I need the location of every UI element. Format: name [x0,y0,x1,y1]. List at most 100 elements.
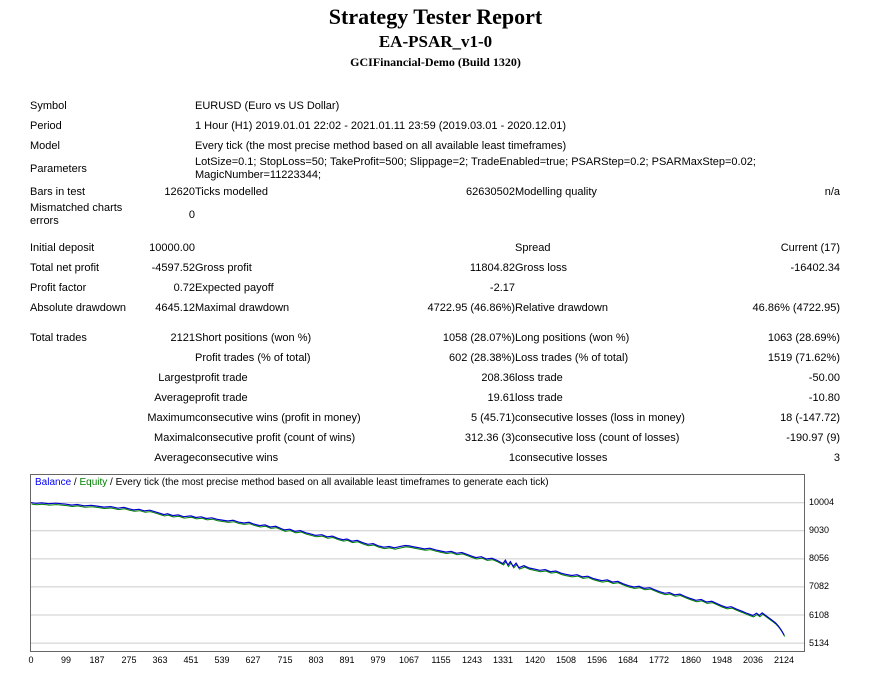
report-label: Initial deposit [30,241,95,254]
report-header: Strategy Tester Report EA-PSAR_v1-0 GCIF… [0,0,871,70]
x-axis-label: 1067 [398,655,420,665]
y-axis-label: 5134 [809,638,830,648]
x-axis-label: 275 [121,655,137,665]
report-value: -190.97 (9) [786,431,840,444]
report-row: Initial deposit 10000.00 Spread Current (17… [30,238,840,258]
x-axis-label: 1420 [524,655,546,665]
x-axis-label: 0 [28,655,34,665]
server-build: GCIFinancial-Demo (Build 1320) [350,55,521,69]
report-row: Average profit trade 19.61 loss trade -10.80 [30,388,840,408]
x-axis-label: 1948 [711,655,733,665]
report-label: Total trades [30,331,87,344]
report-sublabel [140,348,195,368]
report-value: -16402.34 [790,261,840,274]
report-label: Parameters [30,162,87,175]
chart-plot-svg [31,502,804,644]
report-label [195,238,425,258]
report-sublabel: 2121 [170,331,195,344]
report-label [515,202,695,228]
report-label: Gross profit [195,261,252,274]
report-label: Symbol [30,99,67,112]
x-axis-label: 1243 [461,655,483,665]
report-label: Loss trades (% of total) [515,351,629,364]
report-row: Total trades 2121 Short positions (won %) 1… [30,328,840,348]
report-value [695,202,840,228]
ea-name: EA-PSAR_v1-0 [378,32,493,51]
report-value: 1 [508,451,515,464]
report-value [425,238,515,258]
report-sublabel: 4645.12 [155,301,195,314]
report-value: Current (17) [780,241,840,254]
report-row: Parameters LotSize=0.1; StopLoss=50; Take… [30,156,840,182]
report-label: Long positions (won %) [515,331,630,344]
report-label: loss trade [515,391,563,404]
chart-legend: Balance / Equity / Every tick (the most … [35,477,549,488]
report-label: consecutive wins [195,451,279,464]
report-value [695,278,840,298]
balance-chart: Balance / Equity / Every tick (the most … [30,474,805,652]
x-axis-label: 451 [183,655,199,665]
report-value: 1063 (28.69%) [767,331,840,344]
report-row: Absolute drawdown 4645.12 Maximal drawdown… [30,298,840,318]
spacer-row [30,318,840,328]
report-label: consecutive wins (profit in money) [195,411,361,424]
x-axis-label: 1772 [648,655,670,665]
x-axis-label: 1508 [555,655,577,665]
legend-separator-1: / [71,477,80,488]
report-label [30,428,140,448]
report-row: Average consecutive wins 1 consecutive loss… [30,448,840,468]
report-label: Period [30,119,62,132]
x-axis-label: 1331 [492,655,514,665]
report-value: 46.86% (4722.95) [752,301,840,314]
report-label: Ticks modelled [195,185,268,198]
report-value: 1 Hour (H1) 2019.01.01 22:02 - 2021.01.1… [195,119,567,132]
report-table-body: Symbol EURUSD (Euro vs US Dollar) Period 1 … [30,96,840,468]
report-row: Bars in test 12620 Ticks modelled 62630502 M… [30,182,840,202]
page-title: Strategy Tester Report [328,4,543,29]
report-sublabel: Maximum [147,411,195,424]
report-value: 1058 (28.07%) [442,331,515,344]
report-label [30,348,140,368]
report-label: consecutive losses [515,451,608,464]
report-label: Model [30,139,60,152]
x-axis-label: 1684 [617,655,639,665]
report-label: consecutive losses (loss in money) [515,411,685,424]
x-axis-label: 539 [214,655,230,665]
report-value: -2.17 [489,281,515,294]
report-sublabel: 12620 [164,185,195,198]
y-axis-label: 7082 [809,581,830,591]
report-label: consecutive profit (count of wins) [195,431,356,444]
report-row: Maximal consecutive profit (count of wins… [30,428,840,448]
x-axis-label: 2124 [773,655,795,665]
x-axis-label: 891 [339,655,355,665]
spacer-row [30,228,840,238]
report-label: Absolute drawdown [30,301,127,314]
report-value: 4722.95 (46.86%) [427,301,515,314]
report-value: 312.36 (3) [464,431,515,444]
report-value: 18 (-147.72) [780,411,840,424]
report-label: Profit factor [30,281,87,294]
report-value: EURUSD (Euro vs US Dollar) [195,99,340,112]
legend-equity-label: Equity [79,477,108,488]
report-label: consecutive loss (count of losses) [515,431,680,444]
report-row: Model Every tick (the most precise method… [30,136,840,156]
report-value: 5 (45.71) [470,411,515,424]
report-row: Mismatched charts errors 0 [30,202,840,228]
x-axis-label: 627 [245,655,261,665]
report-label: Relative drawdown [515,301,608,314]
x-axis-label: 2036 [742,655,764,665]
legend-description: Every tick (the most precise method base… [115,477,549,488]
report-value: 208.36 [481,371,515,384]
report-sublabel: 0.72 [173,281,195,294]
x-axis-label: 715 [277,655,293,665]
report-value: 3 [833,451,840,464]
report-label: Spread [515,241,551,254]
report-label [30,448,140,468]
report-label: Expected payoff [195,281,274,294]
report-value: 62630502 [466,185,515,198]
report-label [195,202,425,228]
report-row: Profit trades (% of total) 602 (28.38%) Lo… [30,348,840,368]
report-value: 19.61 [487,391,515,404]
x-axis-label: 363 [152,655,168,665]
report-label: Bars in test [30,185,86,198]
